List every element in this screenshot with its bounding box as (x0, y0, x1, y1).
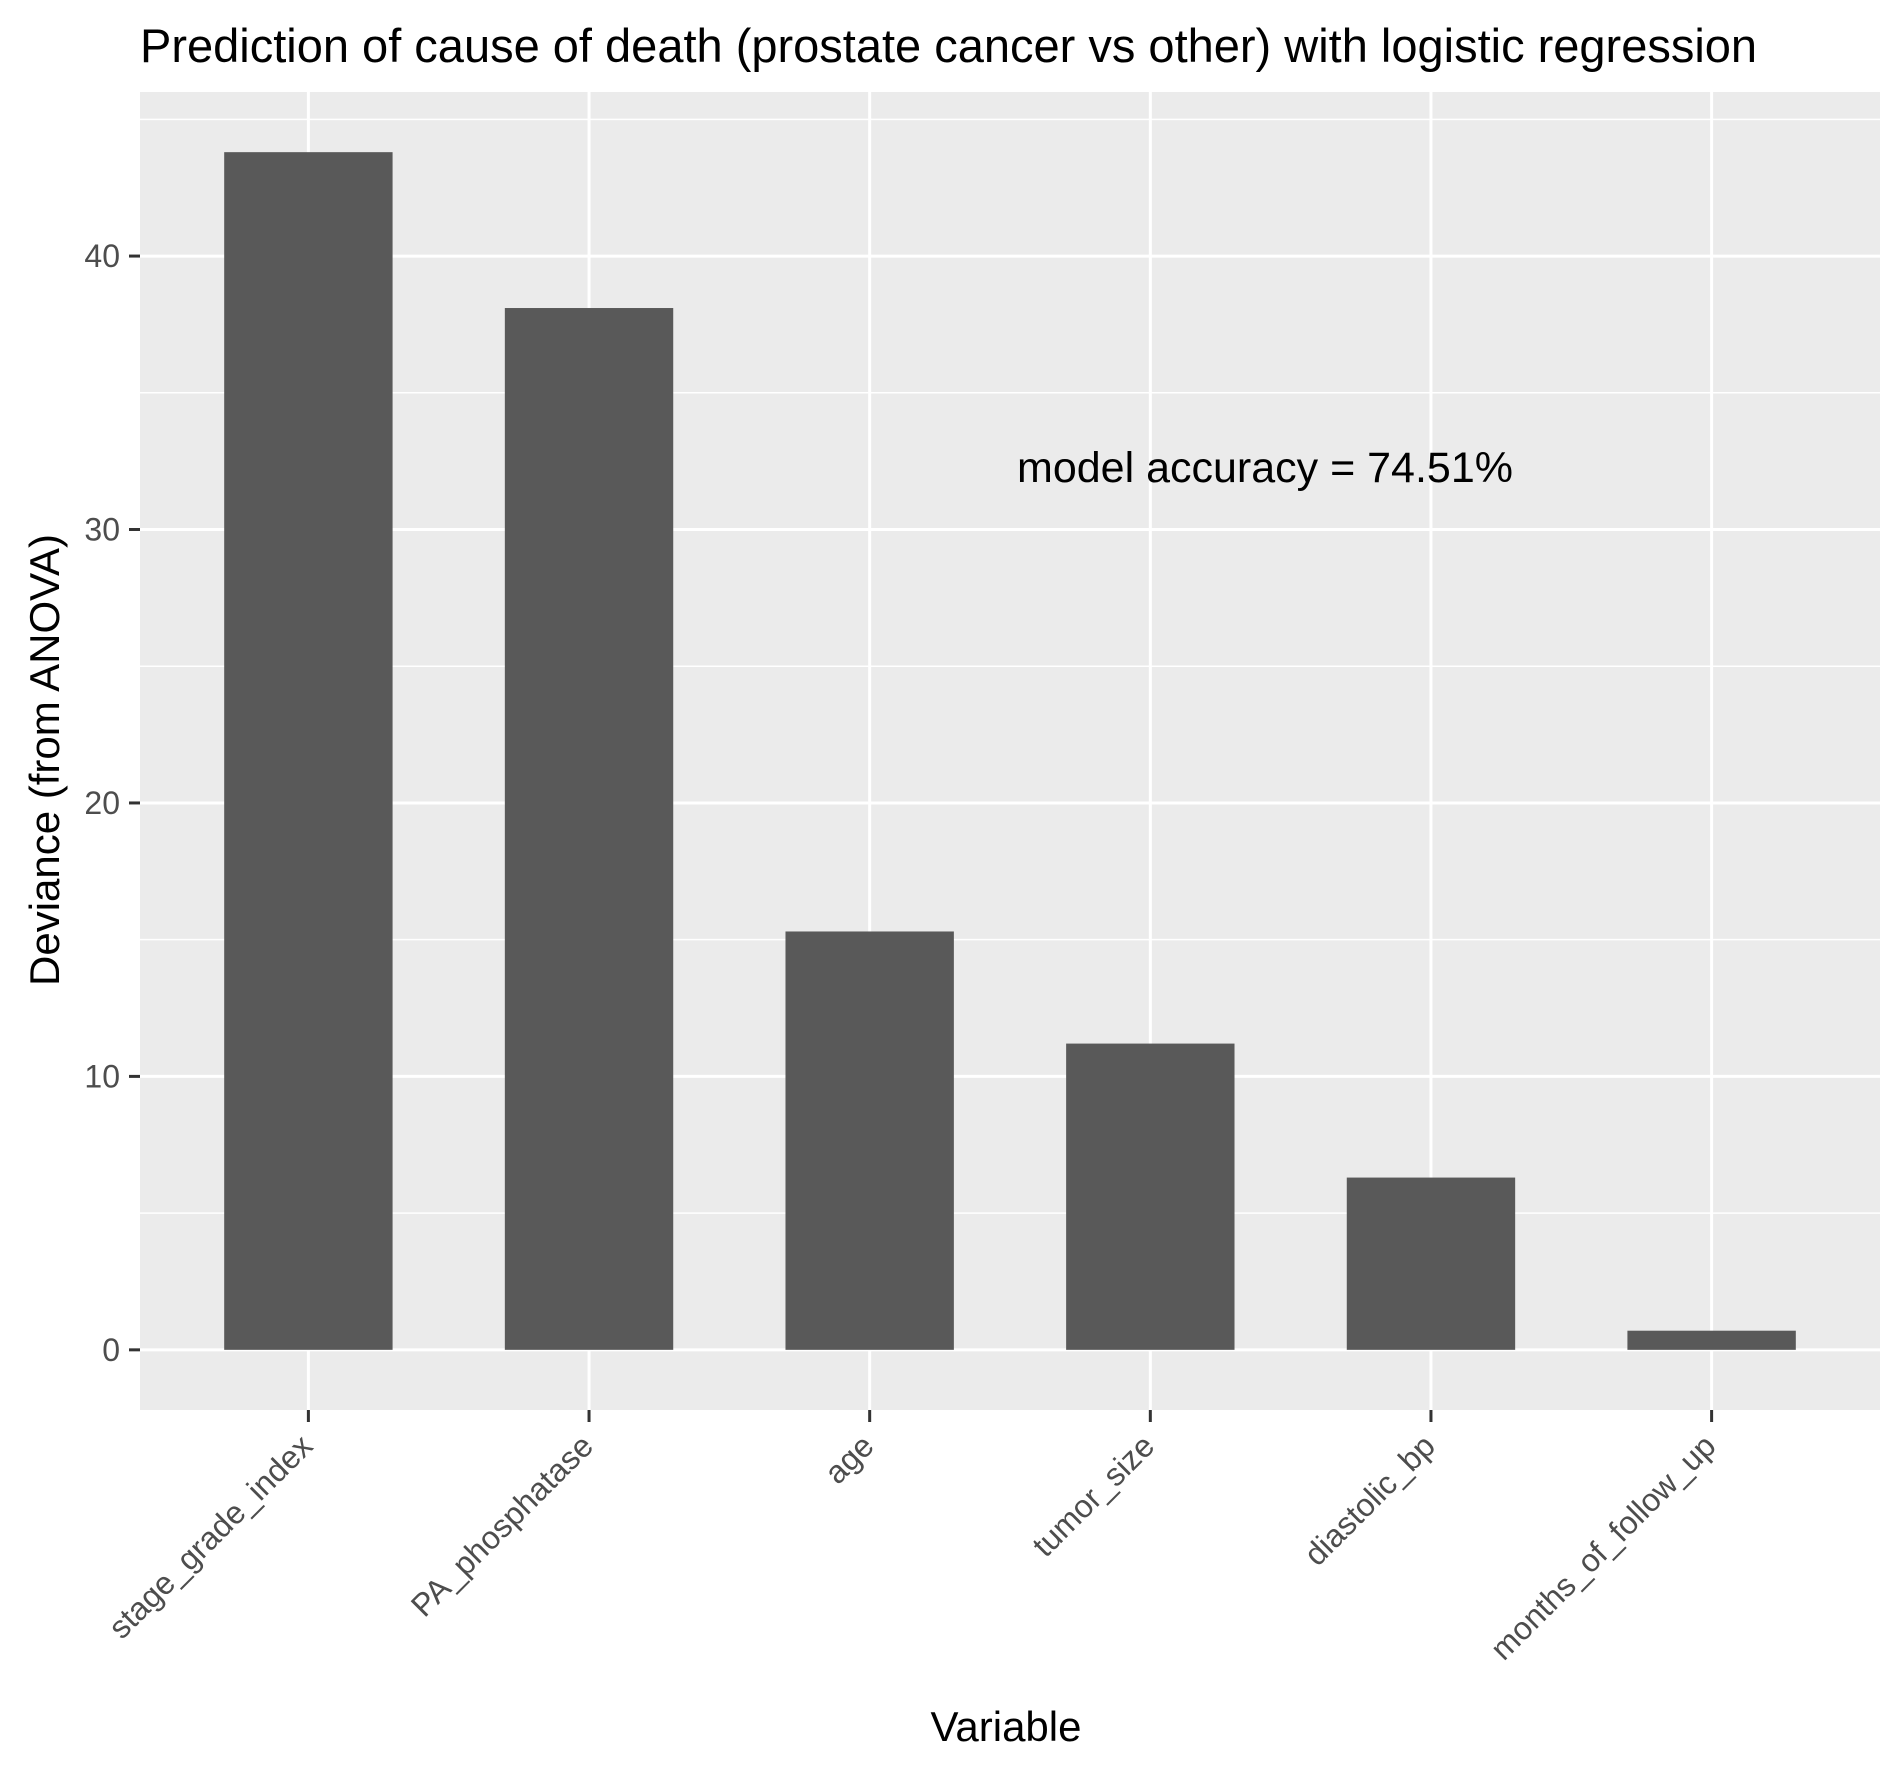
bar-tumor_size (1066, 1043, 1235, 1350)
bar-diastolic_bp (1346, 1177, 1516, 1350)
bar-PA_phosphatase (504, 308, 674, 1350)
x-tick-label: PA_phosphatase (404, 1427, 600, 1623)
y-tick-label: 30 (84, 512, 120, 548)
plot-panel (140, 92, 1880, 1410)
x-tick-label: months_of_follow_up (1483, 1427, 1722, 1666)
bar-months_of_follow_up (1627, 1330, 1796, 1350)
x-tick-label: tumor_size (1025, 1427, 1161, 1563)
bar-stage_grade_index (224, 152, 393, 1350)
y-tick-label: 0 (102, 1332, 120, 1368)
bar-age (785, 931, 954, 1350)
x-axis-title: Variable (931, 1703, 1082, 1750)
chart-title: Prediction of cause of death (prostate c… (140, 19, 1757, 72)
y-tick-label: 10 (84, 1058, 120, 1094)
x-tick-label: age (817, 1427, 880, 1490)
y-axis: 0 10 20 30 40 (84, 238, 140, 1368)
y-axis-title: Deviance (from ANOVA) (21, 534, 68, 986)
x-tick-label: diastolic_bp (1297, 1427, 1442, 1572)
minor-grid-lines (140, 118, 1880, 1214)
y-tick-label: 40 (84, 238, 120, 274)
x-tick-label: stage_grade_index (101, 1427, 319, 1645)
bars-group (224, 152, 1796, 1350)
model-accuracy-annotation: model accuracy = 74.51% (1017, 444, 1513, 492)
x-axis: stage_grade_index PA_phosphatase age tumor_… (101, 1410, 1723, 1667)
y-tick-label: 20 (84, 785, 120, 821)
